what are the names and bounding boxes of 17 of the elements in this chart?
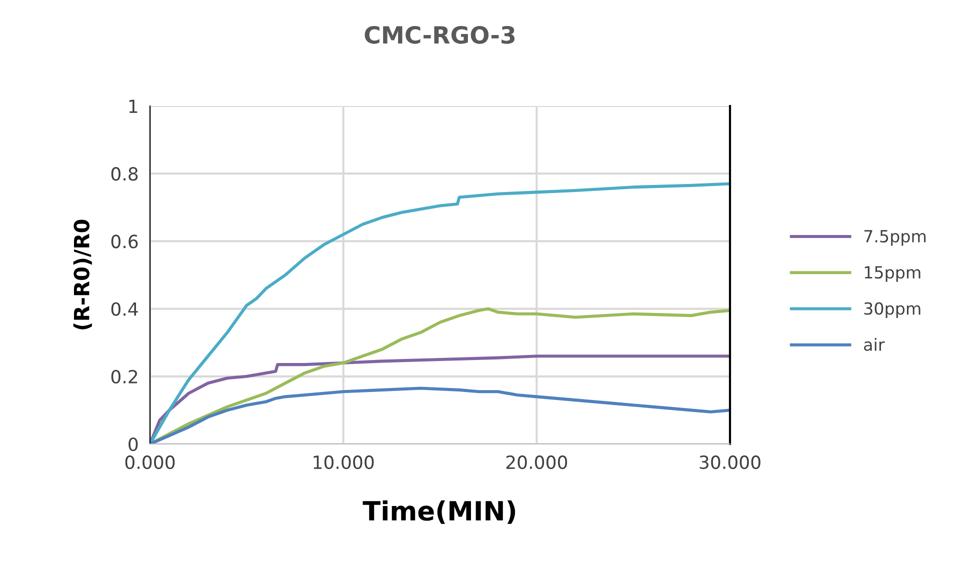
x-tick-label: 10.000 bbox=[314, 455, 374, 470]
legend-label: 15ppm bbox=[864, 266, 920, 282]
y-tick-label: 0.2 bbox=[111, 370, 138, 384]
x-tick-label: 20.000 bbox=[506, 455, 568, 470]
chart-title: CMC-RGO-3 bbox=[364, 26, 515, 44]
y-tick-label: 0 bbox=[128, 437, 138, 452]
x-tick-label: 30.000 bbox=[700, 455, 760, 470]
x-tick-label: 0.000 bbox=[125, 455, 175, 470]
legend-label: 7.5ppm bbox=[864, 230, 926, 246]
y-tick-label: 0.6 bbox=[111, 234, 138, 248]
legend-label: air bbox=[864, 338, 885, 351]
y-axis-title: (R-R0)/R0 bbox=[73, 220, 92, 330]
legend-label: 30ppm bbox=[864, 302, 920, 318]
y-tick-label: 1 bbox=[129, 100, 138, 113]
y-tick-label: 0.4 bbox=[111, 302, 138, 316]
y-tick-label: 0.8 bbox=[111, 167, 138, 181]
x-axis-title: Time(MIN) bbox=[362, 500, 516, 524]
